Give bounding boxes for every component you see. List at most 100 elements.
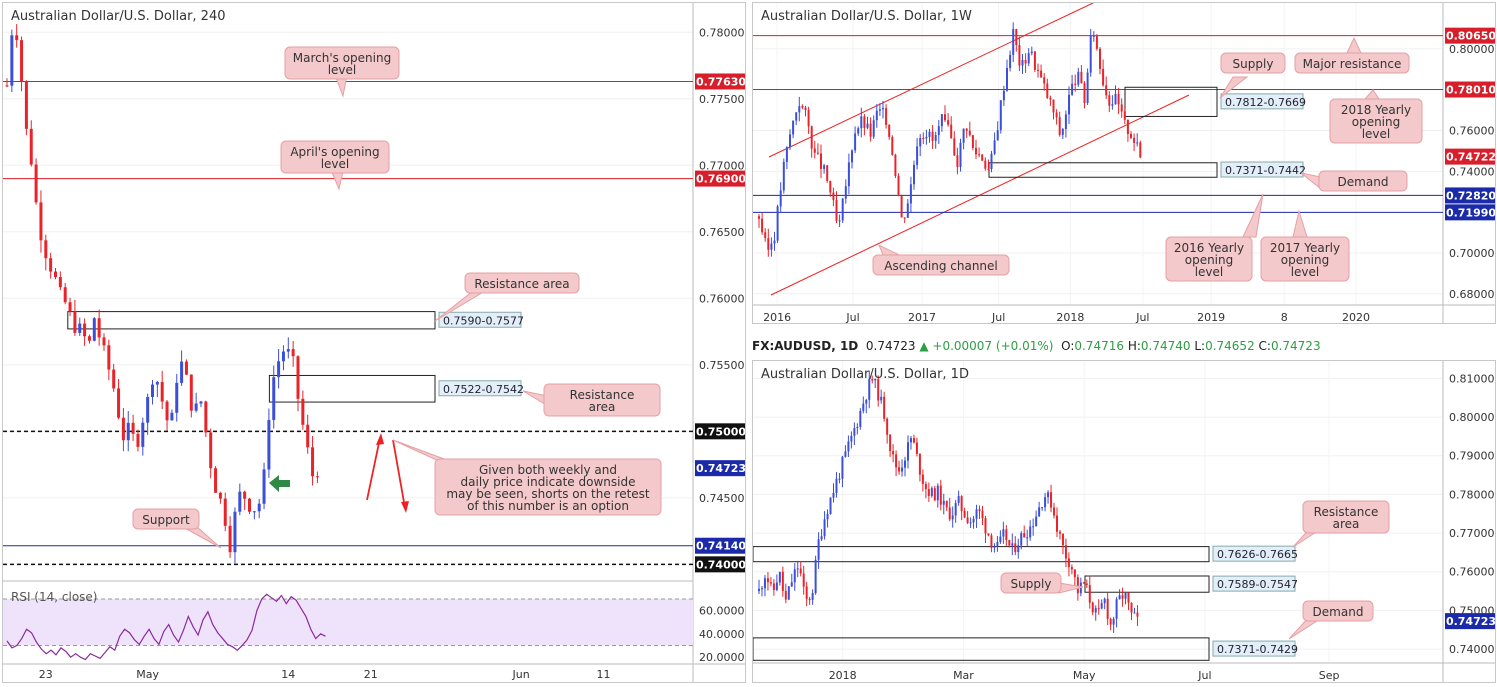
d1-candle: [954, 502, 957, 516]
h4-resistance-area-callout-text: Resistance area: [474, 277, 569, 291]
d1-zone-label-bg: [1212, 575, 1296, 592]
h4-chart[interactable]: 0.78000 0.77500 0.77000 0.76500 0.76000 0.755…: [3, 3, 746, 683]
h4-chart-panel[interactable]: 0.78000 0.77500 0.77000 0.76500 0.76000 0.755…: [2, 2, 746, 683]
h4-support-callout-pointer: [182, 526, 222, 549]
h4-y-tick: 0.76000: [699, 292, 745, 305]
d1-candle: [1091, 602, 1094, 613]
d1-candle: [1109, 618, 1112, 625]
h4-candle: [107, 345, 111, 370]
w1-candle: [767, 238, 770, 250]
w1-zone-box: [988, 162, 1218, 178]
w1-candle: [1046, 83, 1049, 98]
h4-candle: [34, 164, 38, 203]
d1-candle: [886, 418, 889, 435]
w1-candle: [835, 199, 838, 221]
low-label: L:: [1194, 339, 1206, 353]
h4-zone-label: 0.7590-0.7577: [443, 314, 524, 327]
h4-candle: [126, 422, 130, 441]
w1-candle: [944, 114, 946, 121]
w1-supply-callout-box: [1220, 52, 1286, 74]
w1-candle: [841, 198, 844, 221]
h4-y-tick: 0.77500: [699, 93, 745, 106]
h4-candle: [175, 382, 179, 413]
w1-candle: [981, 154, 984, 161]
weekly-chart[interactable]: 0.800000.780000.760000.740000.720000.700…: [753, 3, 1496, 324]
h4-candle: [301, 398, 305, 425]
w1-candle: [872, 120, 875, 137]
d1-candle: [1061, 533, 1064, 546]
d1-candle: [862, 403, 865, 411]
w1-candle: [779, 190, 782, 207]
d1-candle: [1136, 612, 1139, 617]
d1-candle: [1041, 507, 1044, 509]
h4-y-tick: 0.74500: [699, 492, 745, 505]
d1-candle: [972, 518, 975, 523]
w1-level-tag: 0.80650: [1446, 30, 1496, 43]
h4-candle: [257, 503, 261, 512]
d1-candle: [999, 536, 1002, 542]
w1-level-tag: 0.71990: [1446, 206, 1496, 219]
open-label: O:: [1061, 339, 1075, 353]
rsi-label: RSI (14, close): [11, 590, 97, 604]
h4-analysis-callout-text: of this number is an option: [467, 499, 629, 513]
march-callout-box: [284, 46, 400, 80]
d1-candle: [808, 598, 811, 600]
d1-candle: [826, 513, 829, 520]
d1-candle: [975, 509, 978, 519]
h4-candle: [24, 81, 28, 129]
w1-candle: [940, 114, 943, 127]
high-label: H:: [1127, 339, 1141, 353]
w1-level-tag-bg: [1445, 187, 1495, 204]
d1-candle: [820, 536, 823, 540]
h4-candle: [39, 202, 43, 241]
h4-y-tick: 0.77000: [699, 159, 745, 172]
w1-channel-callout-box: [872, 254, 1010, 276]
h4-level-tag: 0.77630: [696, 75, 746, 88]
h4-x-tick: Jun: [512, 668, 530, 681]
daily-chart-panel[interactable]: 0.81000 0.80000 0.79000 0.78000 0.77000 0.760…: [752, 360, 1496, 683]
weekly-chart-panel[interactable]: 0.800000.780000.760000.740000.720000.700…: [752, 2, 1496, 324]
d1-candle: [942, 500, 945, 505]
d1-candle: [844, 451, 847, 457]
close-label: C:: [1258, 339, 1271, 353]
h4-y-tick: 0.75500: [699, 359, 745, 372]
w1-candle: [928, 131, 931, 137]
d1-candle: [1050, 492, 1053, 508]
d1-candle: [904, 460, 907, 468]
w1-x-tick: 2019: [1197, 311, 1225, 324]
w1-candle: [1055, 112, 1058, 118]
h4-candle: [296, 356, 300, 399]
h4-level-tag: 0.74140: [696, 540, 746, 553]
h4-chart-title: Australian Dollar/U.S. Dollar, 240: [11, 9, 226, 24]
w1-level-tag: 0.78010: [1446, 84, 1496, 97]
h4-level-tag: 0.76900: [696, 173, 746, 186]
h4-candle: [311, 447, 315, 477]
w1-candle: [866, 123, 869, 128]
w1-candle: [962, 128, 965, 143]
w1-candle: [1021, 59, 1024, 66]
h4-x-tick: 21: [364, 668, 378, 681]
d1-candle: [930, 488, 933, 496]
d1-candle: [865, 399, 868, 404]
w1-candle: [810, 126, 813, 149]
d1-resistance-callout-text: area: [1333, 517, 1360, 531]
d1-y-tick: 0.77000: [1449, 527, 1495, 540]
red-arrow-up-icon: [366, 437, 381, 501]
w1-candle: [1139, 142, 1142, 158]
daily-chart[interactable]: 0.81000 0.80000 0.79000 0.78000 0.77000 0.760…: [753, 361, 1496, 683]
w1-candle: [990, 153, 993, 169]
h4-candle: [54, 271, 57, 278]
w1-candle: [1037, 69, 1039, 71]
w1-candle: [971, 135, 974, 148]
w1-2018-level-callout-pointer: [1363, 89, 1380, 100]
w1-candle: [956, 155, 959, 168]
d1-candle: [781, 571, 784, 591]
d1-candle: [880, 396, 883, 401]
w1-candle: [999, 100, 1002, 131]
h4-candle: [291, 349, 295, 357]
w1-candle: [897, 176, 900, 196]
h4-x-tick: May: [136, 668, 159, 681]
w1-candle: [953, 138, 956, 156]
w1-channel-callout-text: Ascending channel: [884, 259, 998, 273]
w1-major-resistance-callout-pointer: [1346, 36, 1362, 54]
